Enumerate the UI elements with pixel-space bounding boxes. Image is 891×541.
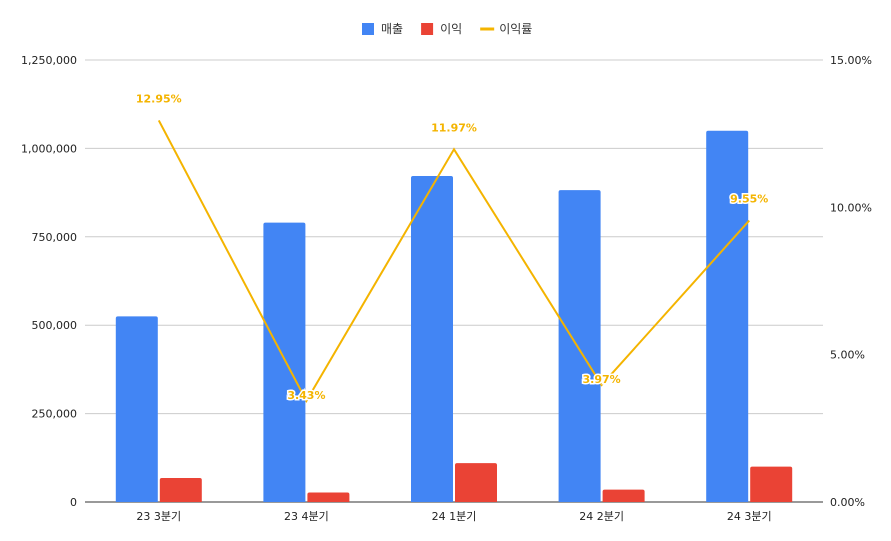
margin-data-label: 3.43% (287, 389, 325, 402)
bar-profit (159, 477, 202, 502)
category-labels: 23 3분기 23 4분기 24 1분기 24 2분기 24 3분기 (136, 510, 771, 523)
left-tick-label: 1,000,000 (21, 142, 77, 155)
left-tick-label: 250,000 (32, 408, 78, 421)
bar-revenue (115, 316, 158, 502)
left-tick-label: 500,000 (32, 319, 78, 332)
right-tick-label: 5.00% (830, 349, 865, 362)
bar-profit (602, 489, 645, 502)
bar-revenue (558, 190, 601, 502)
category-label: 24 2분기 (579, 510, 624, 523)
margin-data-label: 11.97% (431, 121, 477, 134)
margin-data-label: 3.97% (583, 373, 621, 386)
legend: 매출 이익 이익률 (362, 22, 532, 36)
bars (115, 130, 793, 502)
category-label: 23 4분기 (284, 510, 329, 523)
right-tick-label: 15.00% (830, 54, 872, 67)
right-axis-ticks: 0.00% 5.00% 10.00% 15.00% (830, 54, 872, 509)
left-tick-label: 0 (70, 496, 77, 509)
category-label: 24 3분기 (727, 510, 772, 523)
legend-swatch (362, 23, 374, 35)
left-tick-label: 750,000 (32, 231, 78, 244)
category-label: 23 3분기 (136, 510, 181, 523)
bar-profit (307, 492, 350, 502)
legend-label: 이익 (440, 22, 462, 36)
margin-line (157, 119, 750, 403)
right-tick-label: 10.00% (830, 201, 872, 214)
legend-label: 매출 (381, 22, 403, 36)
bar-revenue (411, 175, 453, 502)
legend-swatch (421, 23, 434, 35)
left-axis-ticks: 0 250,000 500,000 750,000 1,000,000 1,250,000 (21, 54, 77, 509)
legend-label: 이익률 (499, 22, 532, 36)
bar-revenue (706, 130, 749, 502)
margin-data-label: 12.95% (136, 92, 182, 105)
bar-profit (750, 466, 793, 502)
margin-data-label: 9.55% (730, 193, 768, 206)
profit-margin-line: 12.95% 3.43% 11.97% 3.97% 9.55% (134, 91, 769, 404)
bar-profit (455, 463, 497, 502)
right-tick-label: 0.00% (830, 496, 865, 509)
category-label: 24 1분기 (432, 510, 477, 523)
left-tick-label: 1,250,000 (21, 54, 77, 67)
bar-revenue (263, 222, 306, 502)
